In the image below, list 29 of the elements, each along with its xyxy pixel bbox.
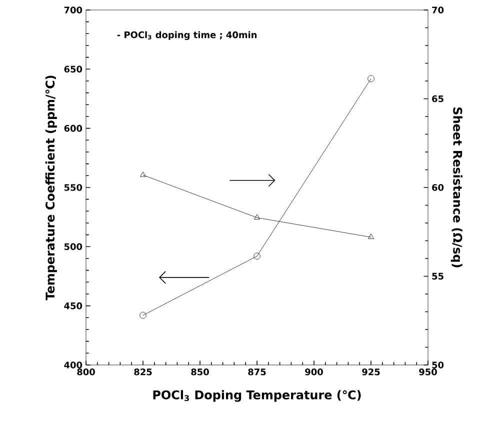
y2-tick-label: 70 xyxy=(432,6,444,14)
y-tick-label: 500 xyxy=(64,243,82,250)
point xyxy=(368,234,374,239)
point xyxy=(140,312,146,319)
point xyxy=(254,252,260,260)
y2-tick-label: 60 xyxy=(432,184,444,191)
y2-tick-label: 55 xyxy=(432,272,444,280)
annotation: - POCl$_{3}$ doping time ; 40min xyxy=(117,31,257,40)
x-tick-label: 825 xyxy=(134,368,152,376)
y2-tick-label: 65 xyxy=(432,95,444,102)
x-tick-label: 850 xyxy=(191,368,209,376)
point xyxy=(140,172,146,177)
x-tick-label: 950 xyxy=(419,368,437,376)
y2-tick-label: 50 xyxy=(432,362,444,368)
x-axis-title: POCl$_{3}$ Doping Temperature (℃) xyxy=(153,390,361,402)
x-tick-label: 900 xyxy=(305,368,323,376)
y-tick-label: 700 xyxy=(64,6,82,14)
y-tick-label: 400 xyxy=(64,362,82,368)
point xyxy=(368,75,374,82)
y-tick-label: 650 xyxy=(64,66,82,73)
point xyxy=(254,214,260,220)
y2-axis-title: Sheet Resistance (Ω/sq) xyxy=(450,108,462,268)
y-axis-title: Temperature Coefficient (ppm/℃) xyxy=(45,76,57,300)
y-tick-label: 600 xyxy=(64,124,82,132)
x-tick-label: 800 xyxy=(77,368,95,376)
y-tick-label: 450 xyxy=(64,302,82,310)
y-tick-label: 550 xyxy=(64,184,82,191)
x-tick-label: 875 xyxy=(248,368,266,376)
x-tick-label: 925 xyxy=(362,368,380,376)
